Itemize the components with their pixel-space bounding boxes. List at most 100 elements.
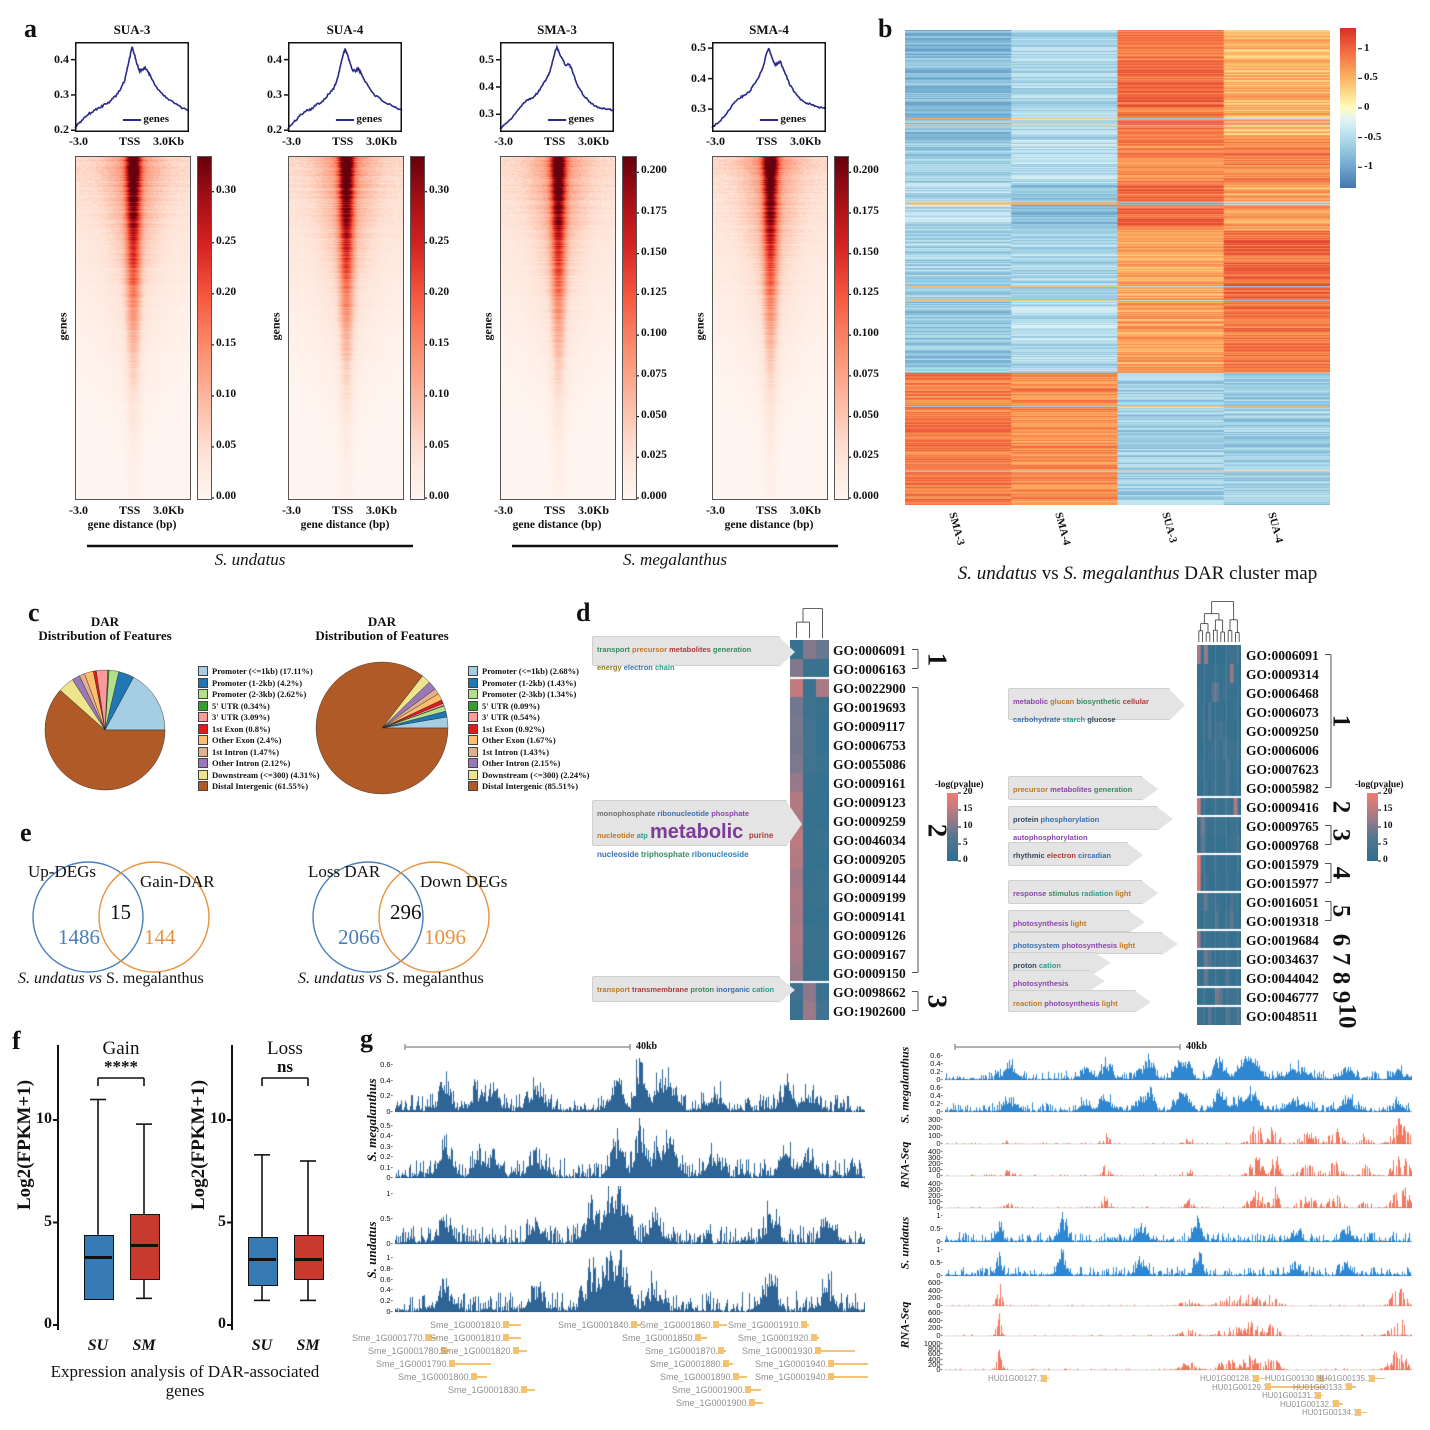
genome-track	[945, 1116, 1412, 1144]
boxplot-median	[294, 1257, 322, 1261]
heatmap-ylabel-genes: genes	[480, 312, 495, 341]
callout-pointer	[779, 977, 795, 1003]
track-ytick: 0-	[386, 1107, 393, 1116]
profile-ytick: 0.2	[54, 122, 69, 137]
go-term-label: GO:0009161	[833, 775, 906, 791]
heatmap-ylabel-genes: genes	[268, 312, 283, 341]
caption-part: vs	[1036, 563, 1064, 584]
pie-legend-item: 1st Exon (0.92%)	[468, 723, 618, 734]
boxplot-caption: genes	[165, 1381, 205, 1400]
gene-label-Sme_1G0001920.1: Sme_1G0001920.1	[738, 1333, 817, 1343]
callout-word: phosphorylation	[1040, 815, 1100, 824]
cluster-col-label-SUA-3: SUA-3	[1159, 511, 1179, 545]
track-ytick: 1000-	[923, 1338, 943, 1348]
colorbar-tick: 0.05	[216, 438, 237, 451]
callout-word: metabolic	[1013, 697, 1051, 706]
callout-word: starch	[1062, 715, 1088, 725]
track-ytick: 0-	[936, 1139, 943, 1148]
callout-pointer	[1142, 777, 1158, 801]
colorbar-tick: 0.075	[853, 367, 879, 380]
go-callout: reaction photosynthesis light	[1008, 990, 1151, 1013]
legend-swatch	[468, 723, 478, 734]
callout-word: photosystem	[1013, 941, 1062, 950]
browser-side-label: S. undatus	[364, 1221, 379, 1279]
genome-track	[395, 1118, 865, 1178]
colorbar-tick: 0.20	[216, 285, 237, 298]
callout-word: generation	[712, 645, 752, 654]
callout-word: ribonucleoside	[691, 850, 749, 860]
profile-ytick: 0.3	[54, 86, 69, 101]
colorbar-SMA-3	[622, 156, 637, 500]
track-ytick: 0.6-	[930, 1082, 943, 1092]
go-cluster-number-1: 1	[1327, 714, 1355, 728]
box-xcat-SU: SU	[87, 1337, 109, 1354]
callout-word: monophosphate	[597, 809, 658, 818]
pie-title: DAR	[367, 614, 397, 629]
track-ytick: 600-	[927, 1278, 943, 1288]
legend-label: Other Exon (1.67%)	[482, 735, 556, 745]
track-ytick: 400-	[927, 1178, 943, 1188]
gene-exon	[1354, 1408, 1361, 1416]
go-callout: photosystem photosynthesis light harvest…	[1008, 932, 1178, 968]
pie-legend-2: Promoter (<=1kb) (2.68%) Promoter (1-2kb)…	[468, 666, 618, 791]
track-ytick: 200-	[927, 1323, 943, 1333]
pie-title: Distribution of Features	[38, 628, 172, 643]
pie-legend-1: Promoter (<=1kb) (17.11%) Promoter (1-2kb…	[198, 666, 348, 791]
callout-word: nucleoside	[597, 850, 642, 860]
gene-model	[749, 1402, 764, 1404]
browser-side-label: S. undatus	[897, 1216, 912, 1270]
pval-legend-tick: 15	[963, 804, 973, 814]
gene-label-Sme_1G0001940.1: Sme_1G0001940.1	[755, 1359, 834, 1369]
legend-label: Distal Intergenic (85.51%)	[482, 781, 579, 791]
callout-word: generation	[1093, 785, 1133, 794]
legend-label: Promoter (2-3kb) (1.34%)	[482, 689, 577, 699]
track-ytick: 0.2-	[380, 1091, 393, 1101]
colorbar-tick: 0.150	[853, 245, 879, 258]
gene-model	[695, 1337, 708, 1339]
genome-track	[945, 1148, 1412, 1176]
legend-label: Other Intron (2.15%)	[482, 758, 561, 768]
genome-track	[395, 1186, 865, 1244]
heatmap-xtick: TSS	[544, 503, 566, 517]
caption-part: DAR cluster map	[1179, 563, 1318, 584]
legend-label: 1st Exon (0.92%)	[482, 723, 545, 734]
venn-caption: S. undatus vs S. megalanthus	[298, 970, 528, 992]
pie-title: Distribution of Features	[315, 628, 449, 643]
venn-diagram-2	[312, 861, 490, 973]
species-label-s-undatus: S. undatus	[214, 550, 286, 569]
callout-pointer	[1129, 911, 1145, 933]
heatmap-xtick: 3.0Kb	[366, 503, 398, 517]
gene-label-HU01G00133.1: HU01G00133.1	[1293, 1382, 1349, 1392]
go-cluster-number-6: 6	[1327, 933, 1355, 946]
colorbar-tick: 0.25	[216, 234, 237, 247]
go-term-label: GO:0009123	[833, 794, 906, 810]
heatmap-xtick: -3.0	[282, 503, 301, 517]
panel-label-a: a	[24, 14, 37, 43]
go-callout: proton cation	[1008, 952, 1111, 973]
genome-track	[945, 1084, 1412, 1112]
pie-legend-item: 3' UTR (0.54%)	[468, 712, 618, 722]
colorbar-tick: 0.000	[853, 490, 879, 502]
profile-xtick: -3.0	[282, 134, 301, 148]
gene-exon	[471, 1373, 478, 1381]
callout-word: reaction	[1013, 999, 1045, 1008]
pie-legend-item: 5' UTR (0.09%)	[468, 700, 618, 711]
go-heatmap-right	[1197, 645, 1241, 1025]
legend-label: Promoter (<=1kb) (17.11%)	[212, 666, 313, 676]
gene-label-Sme_1G0001810.1: Sme_1G0001810.1	[430, 1320, 509, 1330]
gene-label-Sme_1G0001910.1: Sme_1G0001910.1	[728, 1320, 807, 1330]
track-ytick: 300-	[927, 1114, 943, 1124]
venn-right-count: 144	[144, 925, 176, 949]
legend-swatch	[198, 758, 208, 768]
pie-legend-item: Promoter (<=1kb) (17.11%)	[198, 666, 348, 676]
callout-pointer	[1142, 881, 1158, 905]
go-callout: protein phosphorylation autophosphorylat…	[1008, 806, 1173, 842]
pie-legend-item: Promoter (1-2kb) (1.43%)	[468, 677, 618, 688]
track-ytick: 600-	[927, 1308, 943, 1318]
venn-circle	[32, 861, 144, 973]
pval-legend-bar	[947, 793, 958, 861]
heatmap-ylabel-genes: genes	[55, 312, 70, 341]
legend-swatch	[198, 700, 208, 711]
callout-word: protein	[1013, 815, 1041, 824]
go-callout: transport transmembrane proton inorganic…	[592, 976, 795, 1003]
